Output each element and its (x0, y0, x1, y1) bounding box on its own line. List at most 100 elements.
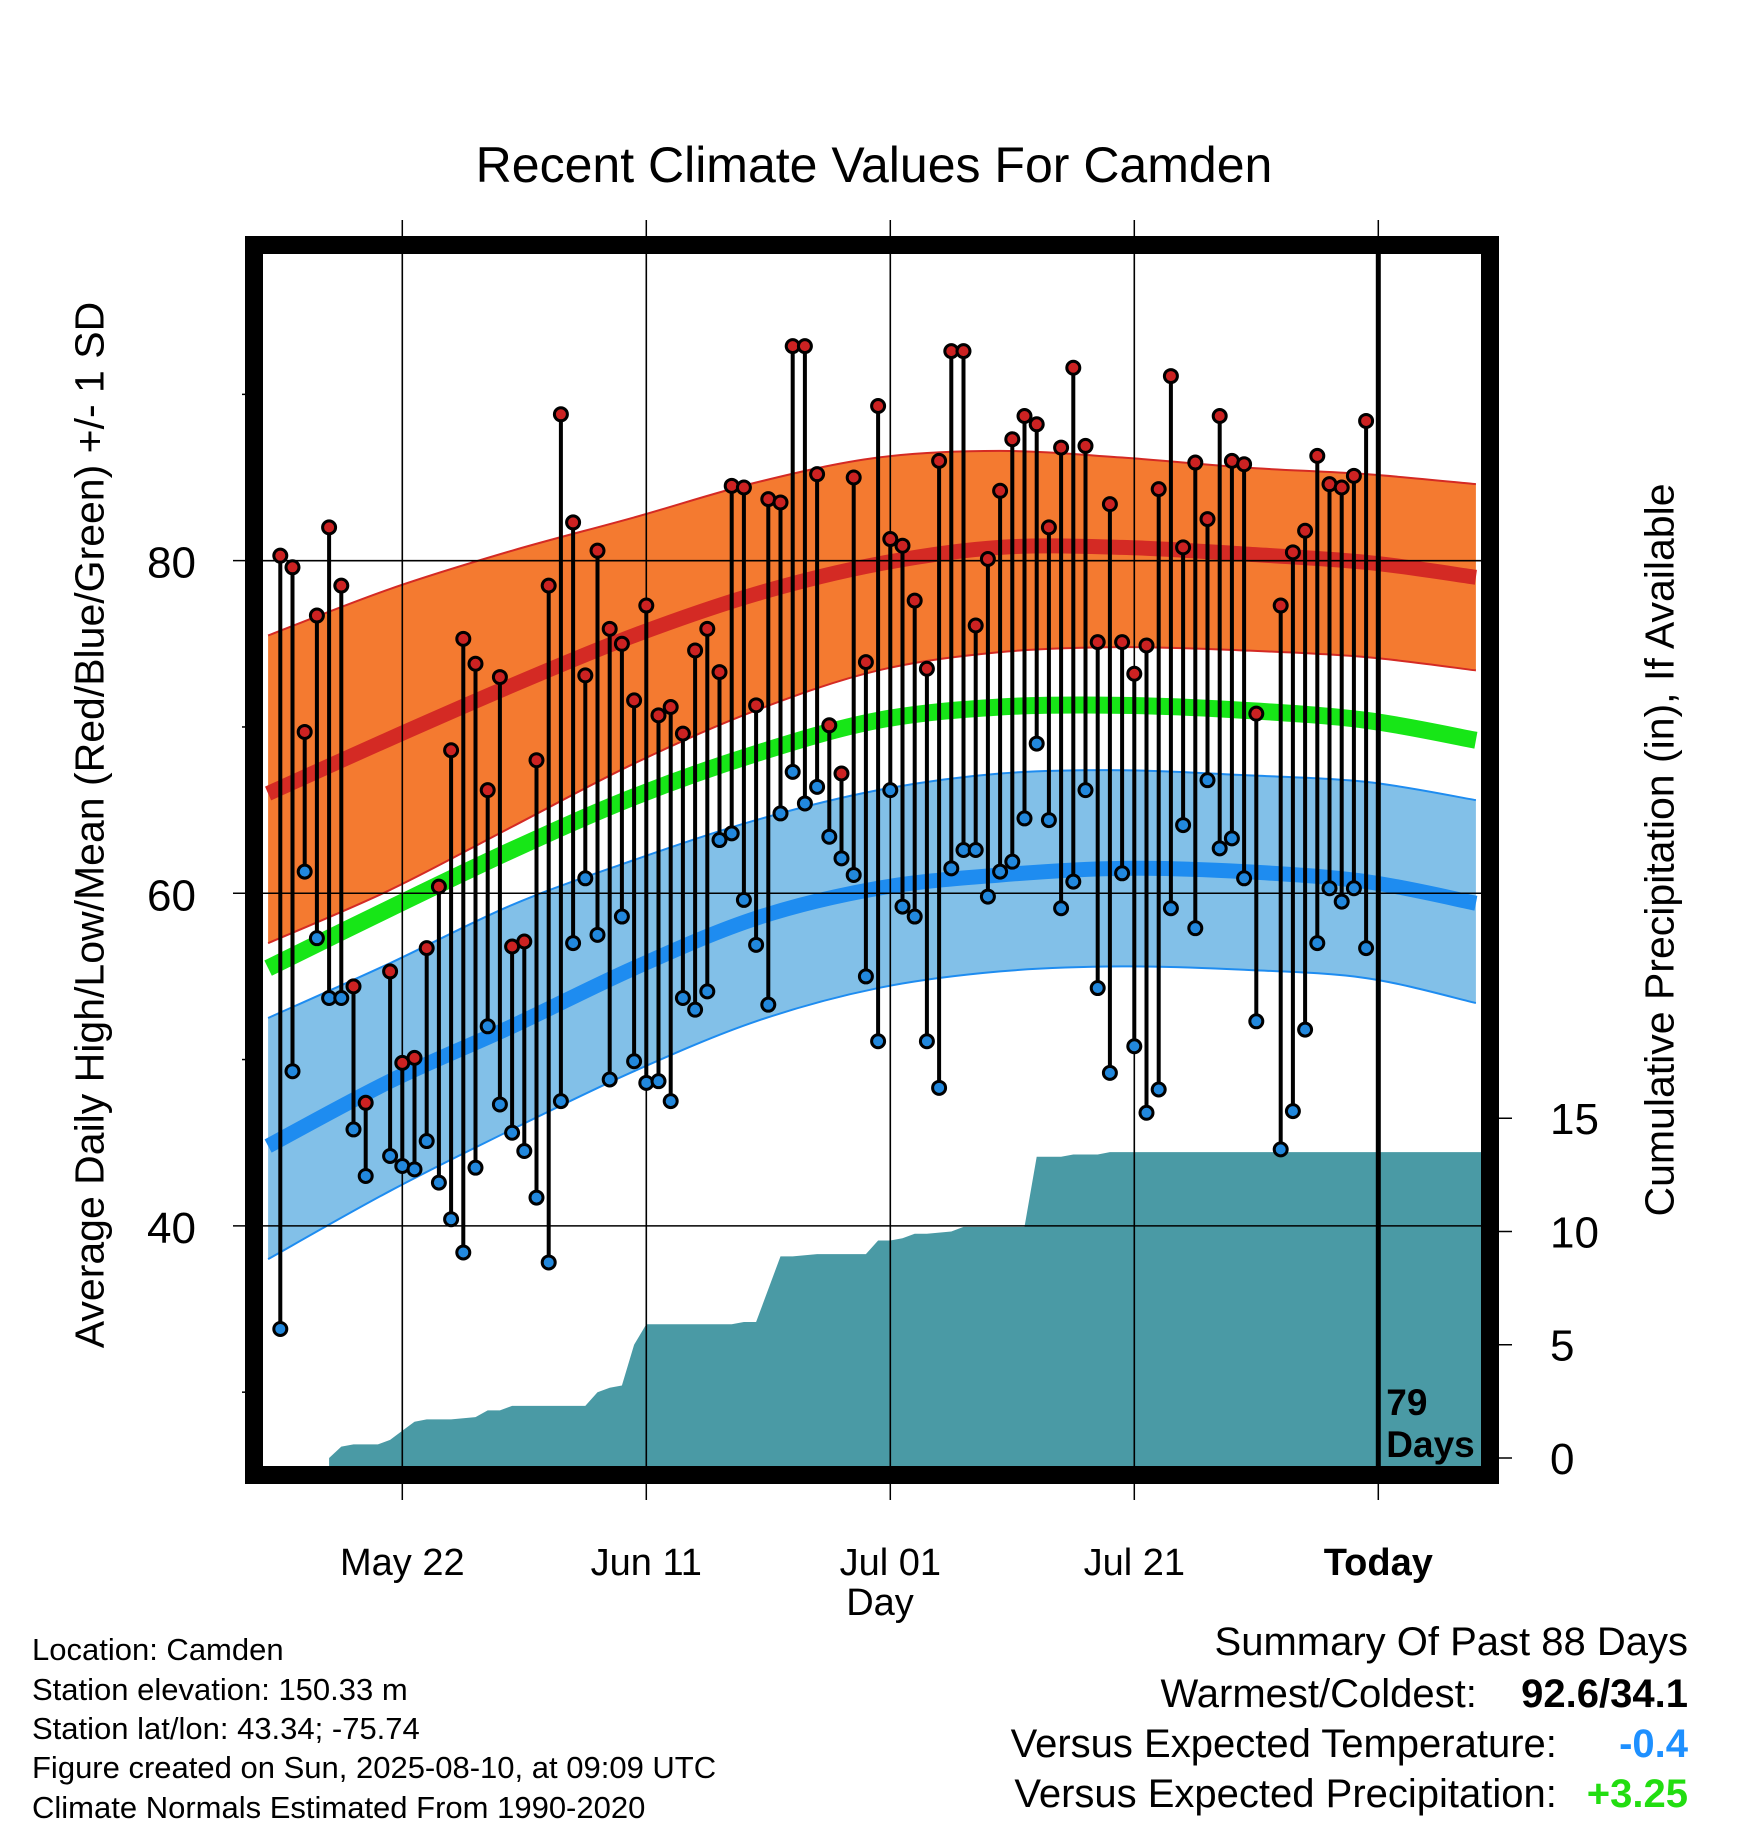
daily-low-point (662, 1093, 679, 1110)
info-latlon: Station lat/lon: 43.34; -75.74 (32, 1711, 420, 1746)
daily-low-point (992, 863, 1009, 880)
daily-low-point (357, 1167, 374, 1184)
daily-high-point (845, 469, 862, 486)
daily-low-point (1016, 810, 1033, 827)
high-band (268, 450, 1476, 944)
daily-low-point (430, 1174, 447, 1191)
daily-low-point (418, 1133, 435, 1150)
daily-low-point (1089, 980, 1106, 997)
daily-low-point (870, 1033, 887, 1050)
daily-low-point (613, 908, 630, 925)
summary-precipitation-label: Versus Expected Precipitation: (1014, 1772, 1557, 1816)
summary-warmest-coldest-value: 92.6/34.1 (1521, 1672, 1688, 1716)
daily-high-point (1114, 634, 1131, 651)
daily-low-point (467, 1159, 484, 1176)
x-tick-label: Jul 21 (1084, 1542, 1185, 1584)
info-location: Location: Camden (32, 1632, 284, 1667)
daily-high-point (1248, 705, 1265, 722)
daily-high-point (479, 782, 496, 799)
daily-high-point (833, 765, 850, 782)
daily-low-point (796, 795, 813, 812)
today-days-label: Days (1386, 1424, 1474, 1465)
daily-high-point (418, 940, 435, 957)
daily-high-point (857, 654, 874, 671)
daily-high-point (906, 592, 923, 609)
daily-high-point (345, 978, 362, 995)
daily-high-point (1199, 511, 1216, 528)
daily-high-point (650, 707, 667, 724)
daily-low-point (833, 850, 850, 867)
daily-high-point (882, 531, 899, 548)
daily-low-point (455, 1244, 472, 1261)
daily-high-point (1065, 359, 1082, 376)
daily-high-point (406, 1049, 423, 1066)
daily-high-point (1028, 416, 1045, 433)
daily-low-point (1284, 1103, 1301, 1120)
daily-high-point (1358, 412, 1375, 429)
daily-high-point (1089, 634, 1106, 651)
daily-low-point (772, 805, 789, 822)
daily-high-point (687, 642, 704, 659)
daily-low-point (504, 1124, 521, 1141)
summary-warmest-coldest: Warmest/Coldest: 92.6/34.1 (1161, 1672, 1689, 1717)
daily-high-point (333, 577, 350, 594)
daily-low-point (1333, 893, 1350, 910)
daily-low-point (1150, 1081, 1167, 1098)
daily-low-point (906, 908, 923, 925)
x-tick-label: Jul 01 (840, 1542, 941, 1584)
y-tick-label: 60 (147, 871, 196, 920)
daily-high-point (589, 542, 606, 559)
daily-low-point (1309, 935, 1326, 952)
daily-high-point (1187, 454, 1204, 471)
precip-area (329, 1152, 1482, 1467)
daily-low-point (296, 863, 313, 880)
daily-high-point (491, 669, 508, 686)
y2-tick-label: 10 (1550, 1208, 1599, 1257)
daily-high-point (772, 494, 789, 511)
daily-high-point (1126, 665, 1143, 682)
daily-high-point (894, 537, 911, 554)
daily-high-point (711, 664, 728, 681)
summary-temperature-label: Versus Expected Temperature: (1010, 1722, 1557, 1766)
daily-low-point (345, 1121, 362, 1138)
daily-low-point (382, 1148, 399, 1165)
daily-high-point (1211, 407, 1228, 424)
daily-high-point (1162, 368, 1179, 385)
daily-low-point (333, 990, 350, 1007)
daily-high-point (455, 630, 472, 647)
plot-frame (245, 236, 1499, 1484)
daily-high-point (748, 697, 765, 714)
daily-low-point (589, 926, 606, 943)
daily-low-point (1126, 1038, 1143, 1055)
daily-high-point (1004, 431, 1021, 448)
daily-high-point (918, 660, 935, 677)
daily-high-point (308, 607, 325, 624)
daily-low-point (540, 1254, 557, 1271)
daily-low-point (272, 1320, 289, 1337)
daily-high-point (1175, 539, 1192, 556)
daily-high-point (638, 597, 655, 614)
daily-low-point (491, 1096, 508, 1113)
daily-low-point (406, 1161, 423, 1178)
y-tick-label: 40 (147, 1204, 196, 1253)
daily-low-point (1028, 735, 1045, 752)
daily-low-point (723, 825, 740, 842)
daily-low-point (516, 1143, 533, 1160)
x-tick-label: May 22 (340, 1542, 465, 1584)
daily-low-point (699, 983, 716, 1000)
daily-high-point (321, 519, 338, 536)
summary-temperature-value: -0.4 (1619, 1722, 1688, 1766)
info-created: Figure created on Sun, 2025-08-10, at 09… (32, 1750, 717, 1785)
y-axis-left-label: Average Daily High/Low/Mean (Red/Blue/Gr… (50, 210, 130, 1440)
daily-high-point (443, 742, 460, 759)
y-axis-left-label-text: Average Daily High/Low/Mean (Red/Blue/Gr… (66, 301, 113, 1349)
daily-low-point (1187, 920, 1204, 937)
daily-high-point (992, 482, 1009, 499)
summary-heading: Summary Of Past 88 Days (1214, 1620, 1688, 1664)
daily-high-point (601, 620, 618, 637)
daily-high-point (565, 514, 582, 531)
daily-low-point (735, 891, 752, 908)
daily-high-point (357, 1094, 374, 1111)
daily-low-point (882, 782, 899, 799)
